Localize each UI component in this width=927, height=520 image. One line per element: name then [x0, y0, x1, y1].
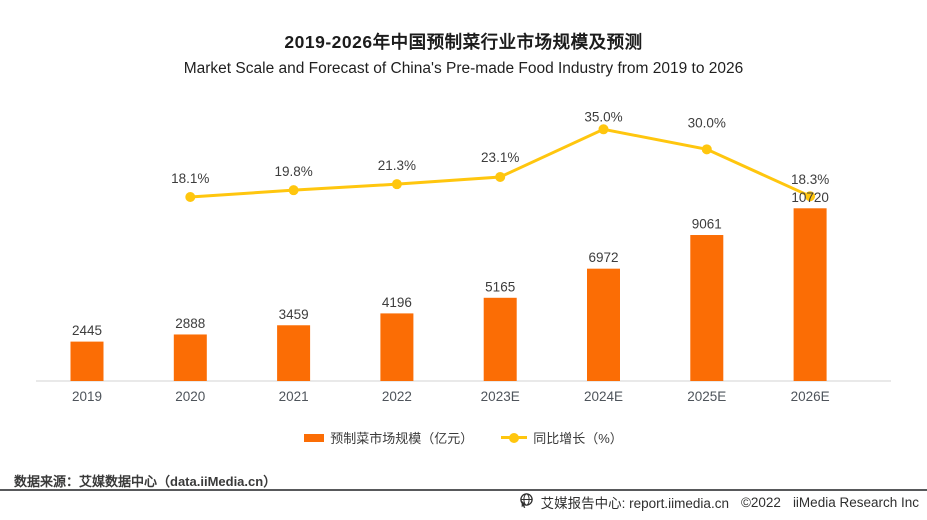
growth-point-2026E	[805, 191, 816, 202]
x-tick-label-2025E: 2025E	[687, 389, 726, 404]
growth-value-label-2023E: 23.1%	[481, 150, 519, 165]
bar-2019	[70, 341, 104, 381]
chart-title-cn: 2019-2026年中国预制菜行业市场规模及预测	[284, 32, 643, 52]
bar-value-label-2023E: 5165	[485, 279, 515, 294]
growth-point-2020	[185, 191, 196, 202]
legend-item-market-scale: 预制菜市场规模（亿元）	[304, 428, 473, 447]
bar-series-swatch-icon	[304, 433, 325, 442]
growth-value-label-2025E: 30.0%	[688, 115, 726, 130]
growth-point-2025E	[701, 144, 712, 155]
growth-value-label-2021: 19.8%	[274, 164, 312, 179]
bar-2020	[173, 334, 207, 381]
line-series-dot-icon	[509, 432, 520, 443]
footer-divider	[0, 489, 927, 491]
bar-2022	[380, 313, 414, 381]
x-tick-label-2022: 2022	[382, 389, 412, 404]
chart-title-en: Market Scale and Forecast of China's Pre…	[183, 60, 744, 77]
bar-2024E	[587, 268, 620, 381]
bar-value-label-2026E: 10720	[791, 190, 829, 205]
growth-point-2023E	[495, 171, 506, 182]
bar-value-label-2019: 2445	[72, 323, 102, 338]
bar-value-label-2024E: 6972	[588, 250, 618, 265]
globe-cursor-icon	[518, 492, 535, 512]
legend-line-label: 同比增长（%）	[533, 431, 623, 446]
bar-value-label-2022: 4196	[382, 295, 412, 310]
x-tick-label-2020: 2020	[175, 389, 205, 404]
footer-report-center: 艾媒报告中心: report.iimedia.cn	[540, 496, 729, 511]
bar-value-label-2025E: 9061	[692, 217, 722, 232]
chart-legend: 预制菜市场规模（亿元） 同比增长（%）	[0, 428, 927, 447]
bar-2026E	[793, 208, 827, 381]
growth-value-label-2024E: 35.0%	[584, 109, 622, 124]
footer-copyright: ©2022	[740, 494, 781, 510]
bar-2021	[277, 325, 311, 381]
growth-value-label-2020: 18.1%	[171, 171, 209, 186]
bar-value-label-2021: 3459	[279, 307, 309, 322]
data-source-note: 数据来源：艾媒数据中心（data.iiMedia.cn）	[14, 474, 277, 489]
footer-bar: 艾媒报告中心: report.iimedia.cn ©2022 iiMedia …	[518, 492, 919, 512]
footer-company: iiMedia Research Inc	[792, 494, 919, 510]
growth-value-label-2026E: 18.3%	[791, 172, 829, 187]
bar-2023E	[483, 297, 517, 381]
chart-canvas: 2445 2888 3459 4196 5165 6972 9061 10720 18.1% 19…	[36, 109, 891, 404]
legend-item-yoy-growth: 同比增长（%）	[501, 428, 623, 447]
growth-point-2022	[391, 179, 402, 190]
line-series-swatch-icon	[501, 432, 528, 443]
growth-point-2024E	[598, 124, 609, 135]
bar-2025E	[690, 235, 724, 381]
x-tick-label-2023E: 2023E	[481, 389, 520, 404]
growth-value-label-2022: 21.3%	[378, 158, 416, 173]
legend-bar-label: 预制菜市场规模（亿元）	[330, 431, 474, 446]
growth-point-2021	[288, 185, 299, 196]
x-tick-label-2021: 2021	[279, 389, 309, 404]
x-tick-label-2019: 2019	[72, 389, 102, 404]
x-tick-label-2024E: 2024E	[584, 389, 623, 404]
bar-value-label-2020: 2888	[175, 316, 205, 331]
x-tick-label-2026E: 2026E	[791, 389, 830, 404]
